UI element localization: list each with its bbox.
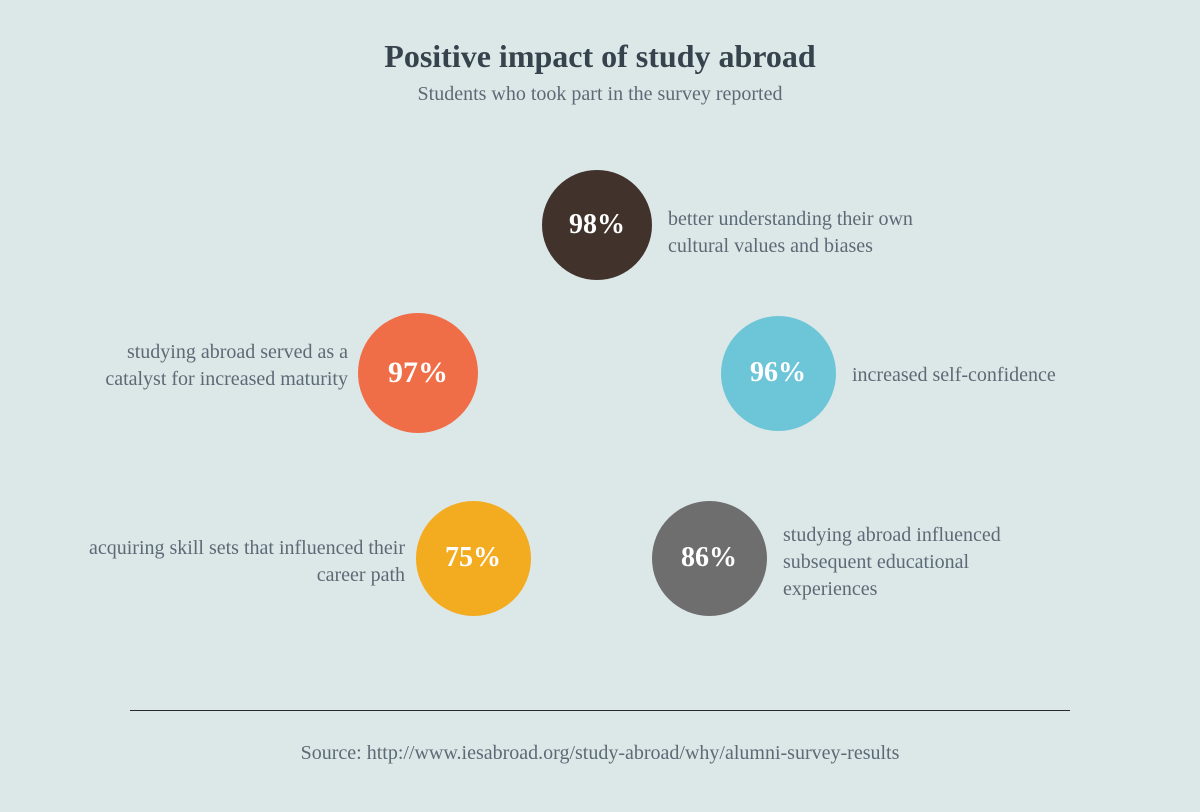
stat-bubble-left1: 97% xyxy=(358,313,478,433)
stat-bubble-right1: 96% xyxy=(721,316,836,431)
stat-label-top: better understanding their own cultural … xyxy=(668,206,978,260)
stat-label-left1: studying abroad served as a catalyst for… xyxy=(88,339,348,393)
page-title: Positive impact of study abroad xyxy=(0,0,1200,75)
page-subtitle: Students who took part in the survey rep… xyxy=(0,75,1200,106)
stat-bubble-left2: 75% xyxy=(416,501,531,616)
source-text: Source: http://www.iesabroad.org/study-a… xyxy=(0,742,1200,765)
stat-bubble-right2: 86% xyxy=(652,501,767,616)
stat-label-right1: increased self-confidence xyxy=(852,362,1152,389)
stat-bubble-top: 98% xyxy=(542,170,652,280)
stat-label-right2: studying abroad influenced subsequent ed… xyxy=(783,522,1063,603)
divider-line xyxy=(130,710,1070,711)
stat-label-left2: acquiring skill sets that influenced the… xyxy=(80,535,405,589)
